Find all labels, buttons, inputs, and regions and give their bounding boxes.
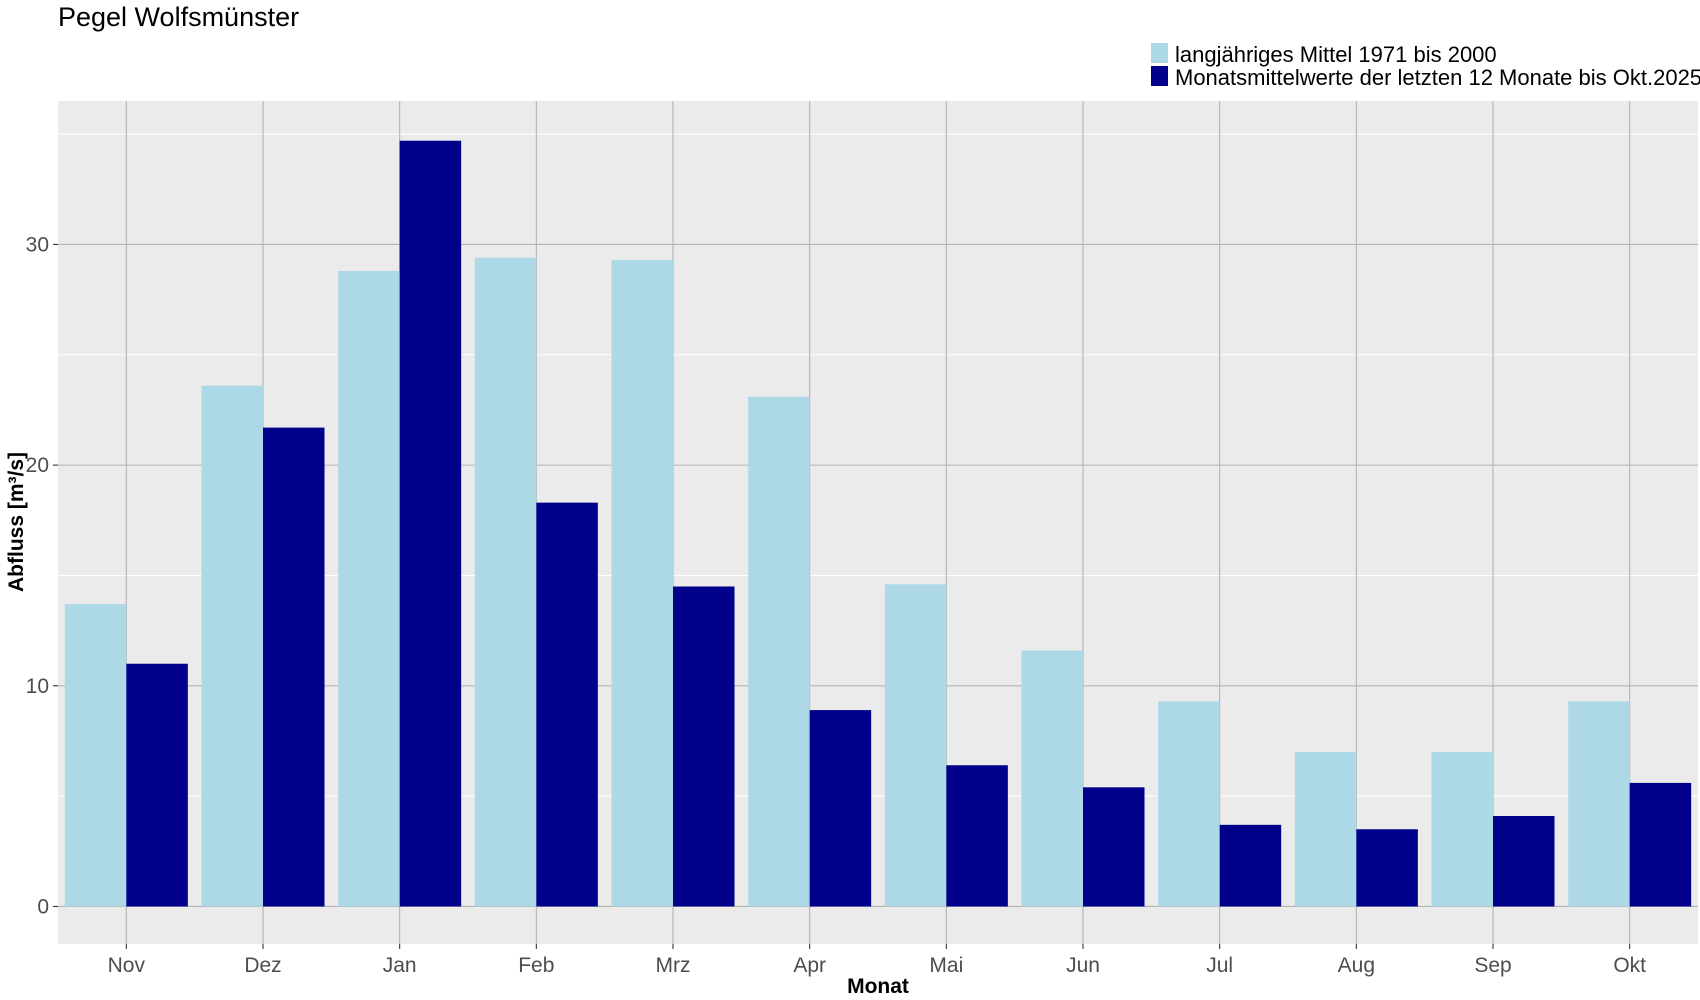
bar-last-12-months-jan — [399, 140, 462, 907]
bar-last-12-months-mai — [946, 765, 1008, 907]
bar-last-12-months-dez — [263, 427, 325, 907]
bar-longterm-mean-nov — [64, 604, 127, 907]
x-tick-label-jun: Jun — [1066, 954, 1100, 977]
bar-last-12-months-okt — [1629, 782, 1692, 907]
legend-key-last-12-months — [1151, 66, 1168, 86]
x-tick-label-jul: Jul — [1206, 954, 1233, 977]
y-tick-label: 0 — [37, 895, 49, 918]
x-tick-label-okt: Okt — [1613, 954, 1646, 977]
legend-label-last-12-months: Monatsmittelwerte der letzten 12 Monate … — [1175, 65, 1700, 90]
bar-last-12-months-apr — [809, 710, 872, 907]
bar-longterm-mean-okt — [1568, 701, 1630, 907]
legend-key-longterm-mean — [1151, 43, 1168, 63]
bar-last-12-months-feb — [536, 502, 598, 907]
bar-last-12-months-aug — [1356, 829, 1418, 907]
y-tick-label: 30 — [26, 233, 49, 256]
x-tick-label-nov: Nov — [108, 954, 146, 977]
x-tick-label-apr: Apr — [793, 954, 826, 977]
bar-longterm-mean-dez — [201, 385, 263, 907]
x-tick-label-mrz: Mrz — [656, 954, 691, 977]
bar-last-12-months-sep — [1493, 816, 1555, 907]
legend-label-longterm-mean: langjähriges Mittel 1971 bis 2000 — [1175, 42, 1497, 67]
y-axis-ticks: 0 10 20 30 — [26, 233, 58, 918]
bar-last-12-months-mrz — [673, 586, 735, 907]
x-axis-ticks: Nov Dez Jan Feb Mrz Apr Mai Jun Jul Aug Sep Okt — [108, 944, 1646, 977]
bar-last-12-months-nov — [126, 663, 188, 907]
x-tick-label-feb: Feb — [518, 954, 554, 977]
x-axis-title: Monat — [847, 975, 909, 998]
x-tick-label-aug: Aug — [1338, 954, 1375, 977]
bar-last-12-months-jun — [1083, 787, 1145, 907]
x-tick-label-mai: Mai — [929, 954, 963, 977]
legend: langjähriges Mittel 1971 bis 2000 Monats… — [1151, 42, 1700, 90]
y-tick-label: 20 — [26, 454, 49, 477]
bar-longterm-mean-feb — [474, 257, 537, 907]
x-tick-label-sep: Sep — [1474, 954, 1511, 977]
bar-longterm-mean-mai — [884, 584, 947, 907]
plot-panel — [58, 101, 1698, 944]
bar-longterm-mean-jul — [1158, 701, 1220, 907]
bar-longterm-mean-jan — [338, 270, 400, 907]
y-axis-title: Abfluss [m³/s] — [5, 452, 28, 592]
x-tick-label-jan: Jan — [383, 954, 417, 977]
chart-title: Pegel Wolfsmünster — [58, 2, 299, 32]
bar-longterm-mean-mrz — [611, 259, 673, 907]
bars — [64, 140, 1692, 907]
y-tick-label: 10 — [26, 675, 49, 698]
bar-longterm-mean-jun — [1021, 650, 1083, 907]
bar-longterm-mean-apr — [748, 396, 810, 907]
bar-longterm-mean-sep — [1431, 752, 1493, 907]
x-tick-label-dez: Dez — [244, 954, 281, 977]
bar-last-12-months-jul — [1219, 824, 1282, 907]
bar-longterm-mean-aug — [1294, 752, 1357, 907]
